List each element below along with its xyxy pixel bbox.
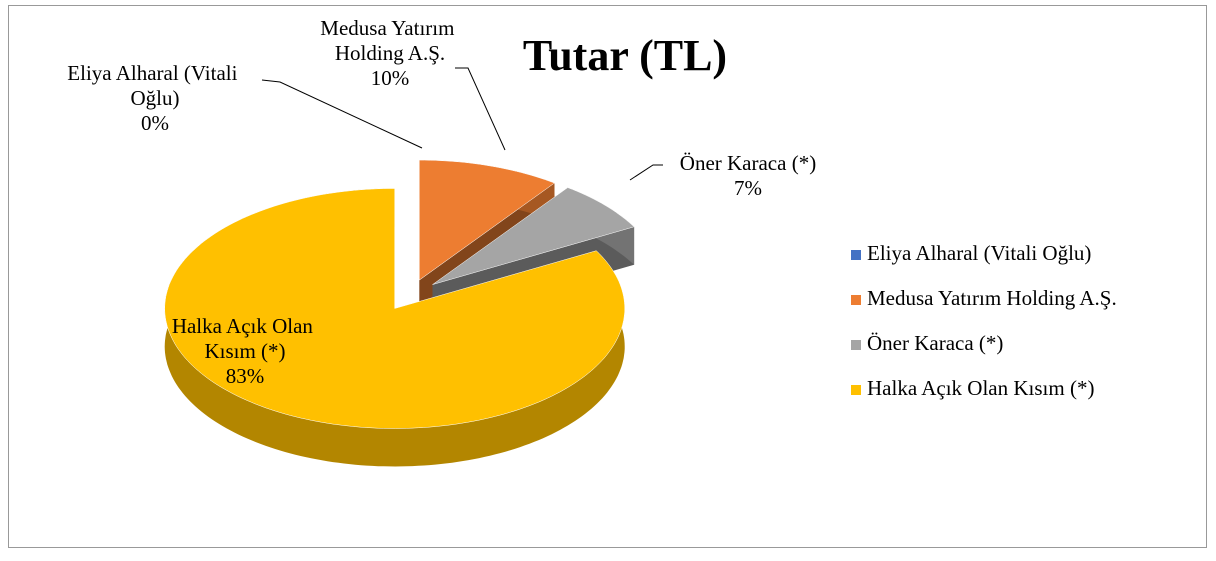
data-label-value: 83% bbox=[226, 364, 265, 388]
data-label-value: 10% bbox=[371, 66, 410, 90]
label-line: Öner Karaca (*) bbox=[680, 151, 816, 175]
legend-label: Öner Karaca (*) bbox=[867, 331, 1003, 355]
slice bbox=[164, 188, 625, 429]
legend-swatch bbox=[851, 385, 861, 395]
data-label-value: 0% bbox=[141, 111, 169, 135]
leader-line bbox=[261, 79, 423, 149]
data-label-value: 7% bbox=[734, 176, 762, 200]
slice bbox=[432, 187, 635, 285]
data-label-name: Eliya Alharal (Vitali Oğlu) bbox=[67, 61, 242, 110]
legend-swatch bbox=[851, 250, 861, 260]
legend-label: Eliya Alharal (Vitali Oğlu) bbox=[867, 241, 1091, 265]
data-label-name: Halka Açık Olan Kısım (*) bbox=[172, 314, 318, 363]
label-line: Halka Açık Olan bbox=[172, 314, 318, 338]
chart-title: Tutar (TL) bbox=[523, 31, 727, 80]
data-label-name: Öner Karaca (*) bbox=[680, 151, 816, 175]
legend-label: Halka Açık Olan Kısım (*) bbox=[867, 376, 1094, 400]
legend-swatch bbox=[851, 340, 861, 350]
label-line: Kısım (*) bbox=[204, 339, 285, 363]
leader-line bbox=[455, 67, 506, 151]
label-line: Medusa Yatırım bbox=[320, 16, 459, 40]
legend-label: Medusa Yatırım Holding A.Ş. bbox=[867, 286, 1117, 310]
legend-swatch bbox=[851, 295, 861, 305]
leader-line bbox=[629, 164, 663, 181]
data-label-name: Medusa Yatırım Holding A.Ş. bbox=[320, 16, 459, 65]
label-line: Holding A.Ş. bbox=[335, 41, 445, 65]
label-line: Eliya Alharal (Vitali bbox=[67, 61, 242, 85]
label-line: Oğlu) bbox=[131, 86, 180, 110]
slice bbox=[419, 159, 556, 281]
